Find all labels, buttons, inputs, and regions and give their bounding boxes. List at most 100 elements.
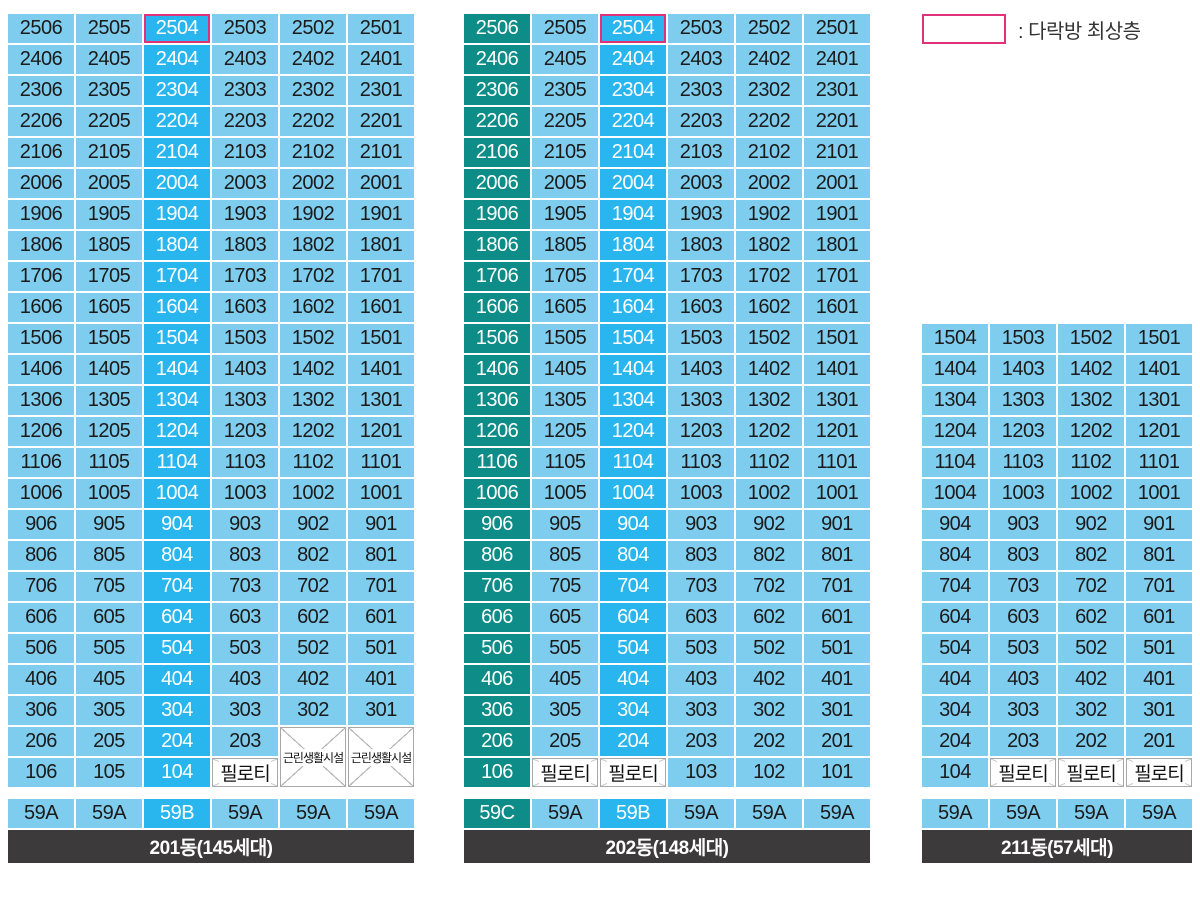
unit-cell: 201 [1126, 727, 1192, 756]
unit-cell: 406 [464, 665, 530, 694]
unit-cell: 1201 [1126, 417, 1192, 446]
unit-cell: 2502 [736, 14, 802, 43]
unit-cell: 2106 [8, 138, 74, 167]
unit-cell: 506 [8, 634, 74, 663]
piloti-cell: 필로티 [1126, 758, 1192, 787]
unit-cell: 1903 [668, 200, 734, 229]
unit-cell: 1906 [464, 200, 530, 229]
building-label: 202동(148세대) [464, 830, 870, 863]
unit-cell: 501 [804, 634, 870, 663]
piloti-label: 필로티 [219, 759, 271, 786]
unit-cell: 1802 [736, 231, 802, 260]
unit-cell: 704 [144, 572, 210, 601]
unit-cell: 1004 [144, 479, 210, 508]
unit-cell: 1804 [600, 231, 666, 260]
unit-cell: 302 [736, 696, 802, 725]
unit-cell: 1402 [736, 355, 802, 384]
unit-cell: 1404 [600, 355, 666, 384]
unit-cell: 206 [8, 727, 74, 756]
unit-type-cell: 59A [1058, 799, 1124, 828]
unit-cell: 703 [668, 572, 734, 601]
unit-cell: 2201 [348, 107, 414, 136]
unit-cell: 2004 [144, 169, 210, 198]
unit-cell: 2303 [212, 76, 278, 105]
piloti-cell: 필로티 [990, 758, 1056, 787]
unit-cell: 2002 [736, 169, 802, 198]
unit-cell: 1002 [280, 479, 346, 508]
unit-cell: 201 [804, 727, 870, 756]
unit-cell: 1301 [1126, 386, 1192, 415]
unit-cell: 1605 [76, 293, 142, 322]
unit-cell: 1104 [144, 448, 210, 477]
unit-cell: 2202 [280, 107, 346, 136]
unit-cell: 1101 [348, 448, 414, 477]
unit-cell: 605 [76, 603, 142, 632]
unit-cell: 903 [212, 510, 278, 539]
piloti-cell: 필로티 [600, 758, 666, 787]
piloti-cell: 필로티 [532, 758, 598, 787]
unit-type-cell: 59B [144, 799, 210, 828]
unit-cell: 701 [1126, 572, 1192, 601]
unit-type-cell: 59A [1126, 799, 1192, 828]
unit-cell: 1806 [8, 231, 74, 260]
unit-cell: 2201 [804, 107, 870, 136]
unit-cell: 706 [8, 572, 74, 601]
unit-type-cell: 59A [348, 799, 414, 828]
unit-cell: 2005 [76, 169, 142, 198]
unit-cell: 403 [990, 665, 1056, 694]
unit-type-cell: 59A [212, 799, 278, 828]
unit-cell: 403 [212, 665, 278, 694]
unit-cell: 1205 [532, 417, 598, 446]
unit-cell: 1101 [804, 448, 870, 477]
piloti-label: 필로티 [607, 759, 659, 786]
unit-cell: 1904 [600, 200, 666, 229]
unit-cell: 1001 [804, 479, 870, 508]
unit-cell: 1501 [804, 324, 870, 353]
unit-cell: 405 [76, 665, 142, 694]
unit-cell: 1301 [804, 386, 870, 415]
unit-cell: 2304 [600, 76, 666, 105]
unit-cell: 1405 [532, 355, 598, 384]
unit-cell: 302 [280, 696, 346, 725]
unit-cell: 1203 [212, 417, 278, 446]
unit-cell: 1003 [990, 479, 1056, 508]
unit-cell: 806 [464, 541, 530, 570]
unit-cell: 1105 [76, 448, 142, 477]
unit-cell: 2406 [8, 45, 74, 74]
unit-cell: 904 [600, 510, 666, 539]
unit-cell: 604 [144, 603, 210, 632]
unit-cell: 303 [990, 696, 1056, 725]
unit-cell: 2506 [8, 14, 74, 43]
unit-cell: 1805 [532, 231, 598, 260]
unit-cell: 1401 [804, 355, 870, 384]
building-202: 2506 2505 2504 2503 2502 2501 2406 2405 2404 2403… [464, 14, 870, 863]
unit-cell: 1603 [212, 293, 278, 322]
unit-cell: 2101 [804, 138, 870, 167]
unit-cell: 2503 [668, 14, 734, 43]
unit-type-cell: 59A [922, 799, 988, 828]
unit-cell: 1406 [8, 355, 74, 384]
unit-cell: 605 [532, 603, 598, 632]
unit-cell: 202 [736, 727, 802, 756]
unit-cell: 604 [922, 603, 988, 632]
unit-type-cell: 59A [736, 799, 802, 828]
unit-cell: 305 [76, 696, 142, 725]
unit-cell: 1206 [464, 417, 530, 446]
unit-cell: 205 [532, 727, 598, 756]
unit-cell: 302 [1058, 696, 1124, 725]
unit-cell: 2306 [464, 76, 530, 105]
unit-cell: 1604 [144, 293, 210, 322]
unit-cell: 1204 [144, 417, 210, 446]
unit-cell: 1503 [668, 324, 734, 353]
unit-cell: 1103 [990, 448, 1056, 477]
unit-cell: 2401 [348, 45, 414, 74]
unit-cell: 2003 [212, 169, 278, 198]
unit-cell: 403 [668, 665, 734, 694]
unit-cell: 1306 [464, 386, 530, 415]
unit-cell: 2306 [8, 76, 74, 105]
unit-cell: 401 [804, 665, 870, 694]
unit-cell: 601 [1126, 603, 1192, 632]
unit-cell: 2102 [736, 138, 802, 167]
unit-cell: 1203 [990, 417, 1056, 446]
unit-cell: 801 [348, 541, 414, 570]
